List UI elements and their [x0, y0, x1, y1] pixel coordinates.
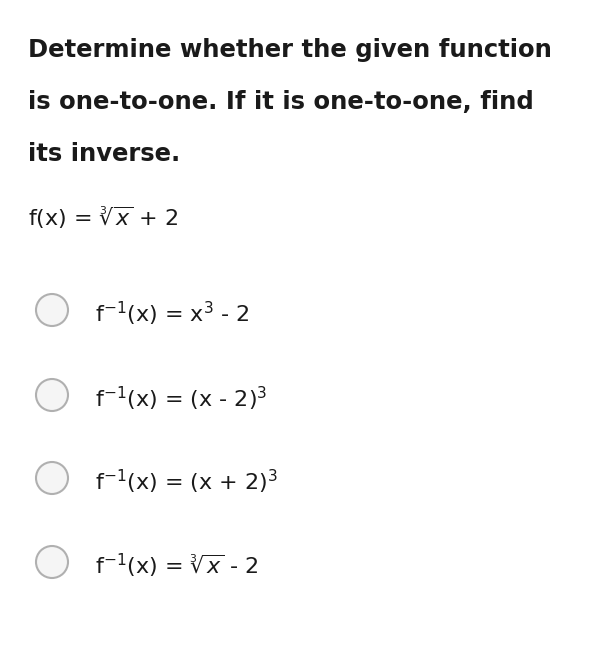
Circle shape [36, 462, 68, 494]
Text: f$^{-1}$(x) = (x + 2)$^3$: f$^{-1}$(x) = (x + 2)$^3$ [95, 468, 278, 496]
Text: Determine whether the given function: Determine whether the given function [28, 38, 552, 62]
Text: its inverse.: its inverse. [28, 142, 180, 166]
Text: f(x) = $\sqrt[3]{x}$ + 2: f(x) = $\sqrt[3]{x}$ + 2 [28, 205, 178, 232]
Text: is one-to-one. If it is one-to-one, find: is one-to-one. If it is one-to-one, find [28, 90, 534, 114]
Circle shape [36, 294, 68, 326]
Circle shape [36, 379, 68, 411]
Text: f$^{-1}$(x) = x$^3$ - 2: f$^{-1}$(x) = x$^3$ - 2 [95, 300, 250, 328]
Text: f$^{-1}$(x) = (x - 2)$^3$: f$^{-1}$(x) = (x - 2)$^3$ [95, 385, 268, 413]
Circle shape [36, 546, 68, 578]
Text: f$^{-1}$(x) = $\sqrt[3]{x}$ - 2: f$^{-1}$(x) = $\sqrt[3]{x}$ - 2 [95, 552, 259, 580]
